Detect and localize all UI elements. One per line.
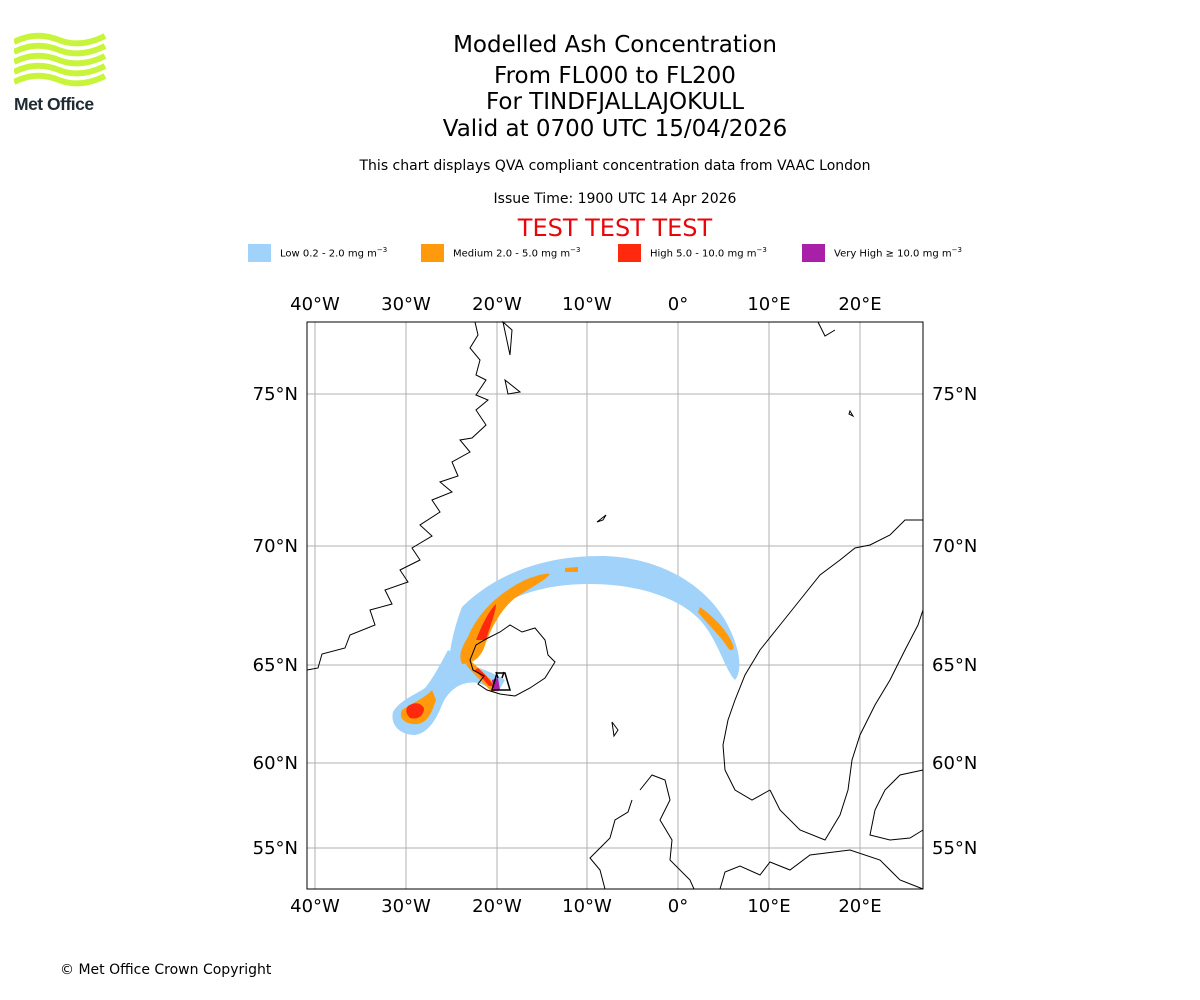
ash-high-area — [475, 668, 494, 686]
ash-plume — [392, 556, 740, 735]
legend-high: High 5.0 - 10.0 mg m−3 — [618, 244, 767, 262]
lon-label: 30°W — [381, 896, 431, 917]
lon-label: 20°W — [472, 896, 522, 917]
volcano-name: For TINDFJALLAJOKULL — [485, 89, 745, 115]
issue-time: Issue Time: 1900 UTC 14 Apr 2026 — [493, 191, 737, 207]
lon-labels-bottom: 40°W 30°W 20°W 10°W 0° 10°E 20°E — [290, 896, 881, 917]
legend-label: Very High ≥ 10.0 mg m — [834, 248, 952, 260]
ash-medium-area — [565, 567, 578, 572]
lon-label: 20°W — [472, 294, 522, 315]
legend-label: Low 0.2 - 2.0 mg m — [280, 248, 377, 260]
volcano-icon — [490, 671, 512, 691]
legend-low: Low 0.2 - 2.0 mg m−3 — [248, 244, 387, 262]
logo-wave — [12, 72, 107, 87]
lon-label: 10°W — [562, 896, 612, 917]
copyright-text: © Met Office Crown Copyright — [60, 962, 272, 978]
lat-label: 55°N — [932, 838, 977, 859]
coastline-sweden — [769, 609, 924, 841]
logo-wave — [12, 62, 107, 77]
logo-text: Met Office — [14, 94, 94, 114]
lat-label: 55°N — [253, 838, 298, 859]
ash-medium-area — [698, 607, 734, 651]
lat-label: 65°N — [253, 655, 298, 676]
logo-wave — [12, 32, 107, 47]
lon-label: 0° — [668, 896, 688, 917]
flight-levels: From FL000 to FL200 — [494, 63, 736, 89]
lat-label: 75°N — [253, 384, 298, 405]
coastline-norway — [722, 519, 923, 801]
legend-very-high: Very High ≥ 10.0 mg m−3 — [802, 244, 962, 262]
legend-swatch — [421, 244, 444, 262]
lat-label: 75°N — [932, 384, 977, 405]
lon-label: 40°W — [290, 896, 340, 917]
lon-label: 20°E — [838, 294, 881, 315]
lat-labels-left: 75°N 70°N 65°N 60°N 55°N — [253, 384, 298, 859]
lat-label: 60°N — [932, 753, 977, 774]
legend-swatch — [248, 244, 271, 262]
lat-label: 70°N — [932, 536, 977, 557]
lon-label: 0° — [668, 294, 688, 315]
legend-medium: Medium 2.0 - 5.0 mg m−3 — [421, 244, 580, 262]
map-frame — [306, 321, 924, 890]
test-banner: TEST TEST TEST — [517, 214, 713, 242]
chart-title: Modelled Ash Concentration — [453, 32, 777, 58]
legend-swatch — [802, 244, 825, 262]
coastline-uk — [589, 774, 695, 890]
coastline-greenland — [306, 321, 489, 671]
legend-swatch — [618, 244, 641, 262]
legend-label: Medium 2.0 - 5.0 mg m — [453, 248, 571, 260]
lat-label: 70°N — [253, 536, 298, 557]
lat-labels-right: 75°N 70°N 65°N 60°N 55°N — [932, 384, 977, 859]
met-office-logo: Met Office — [12, 30, 114, 114]
chart-description: This chart displays QVA compliant concen… — [359, 158, 871, 174]
lon-label: 10°E — [747, 294, 790, 315]
logo-wave — [12, 42, 107, 57]
lon-label: 20°E — [838, 896, 881, 917]
lon-labels-top: 40°W 30°W 20°W 10°W 0° 10°E 20°E — [290, 294, 881, 315]
lon-label: 10°E — [747, 896, 790, 917]
coastlines — [306, 320, 924, 890]
lon-label: 30°W — [381, 294, 431, 315]
lon-label: 40°W — [290, 294, 340, 315]
logo-waves-icon — [12, 32, 107, 87]
valid-time: Valid at 0700 UTC 15/04/2026 — [442, 116, 788, 142]
lat-label: 65°N — [932, 655, 977, 676]
lat-label: 60°N — [253, 753, 298, 774]
ash-high-area — [476, 604, 496, 640]
ash-high-area — [406, 703, 424, 719]
logo-wave — [12, 52, 107, 67]
graticule — [307, 322, 923, 889]
legend-label: High 5.0 - 10.0 mg m — [650, 248, 757, 260]
lon-label: 10°W — [562, 294, 612, 315]
coastline-iceland — [469, 624, 556, 697]
